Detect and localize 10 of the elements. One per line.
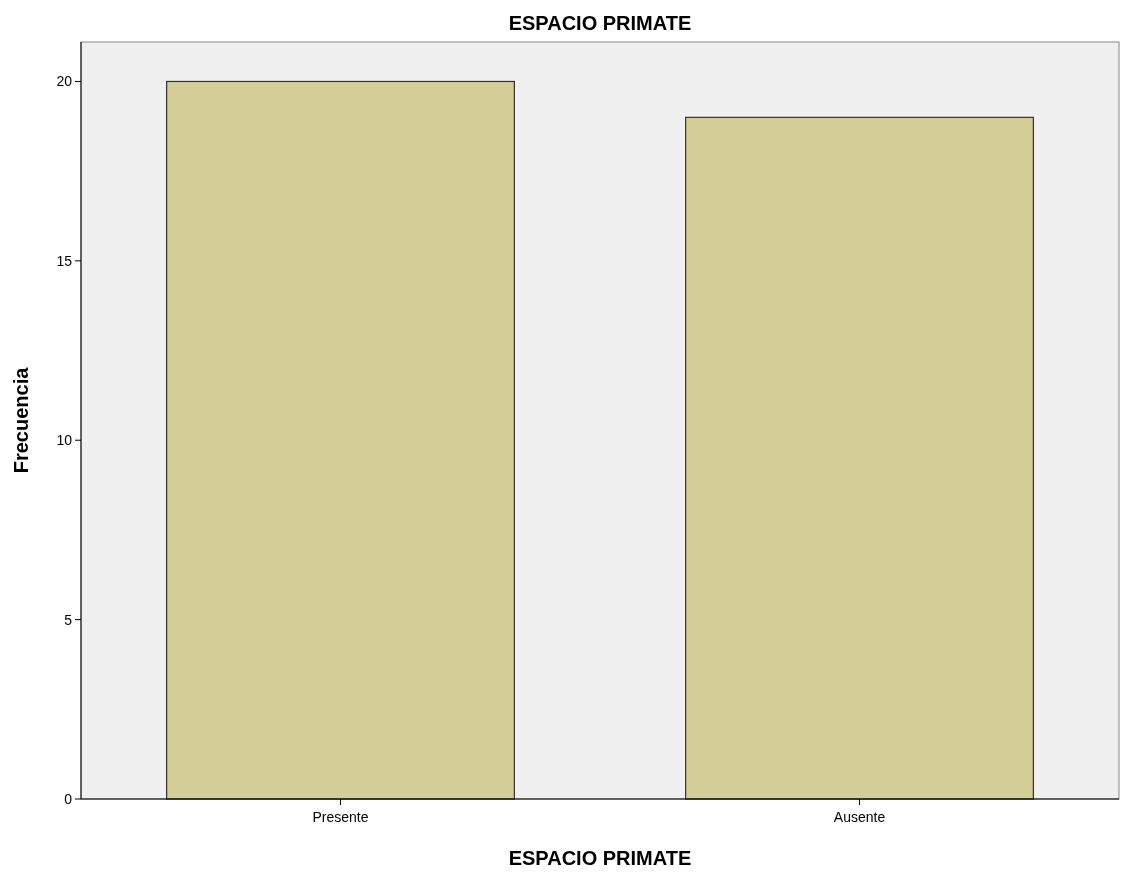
x-tick-label: Presente (312, 809, 369, 825)
y-tick-label: 10 (56, 432, 73, 449)
y-tick-label: 0 (64, 790, 73, 807)
x-tick-label: Ausente (833, 809, 886, 825)
y-tick-label: 20 (56, 73, 73, 90)
y-tick-label: 15 (56, 252, 73, 269)
x-axis-title: ESPACIO PRIMATE (508, 847, 692, 869)
y-axis-title: Frecuencia (10, 366, 32, 474)
y-tick-label: 5 (64, 611, 73, 628)
chart-title: ESPACIO PRIMATE (508, 12, 692, 34)
